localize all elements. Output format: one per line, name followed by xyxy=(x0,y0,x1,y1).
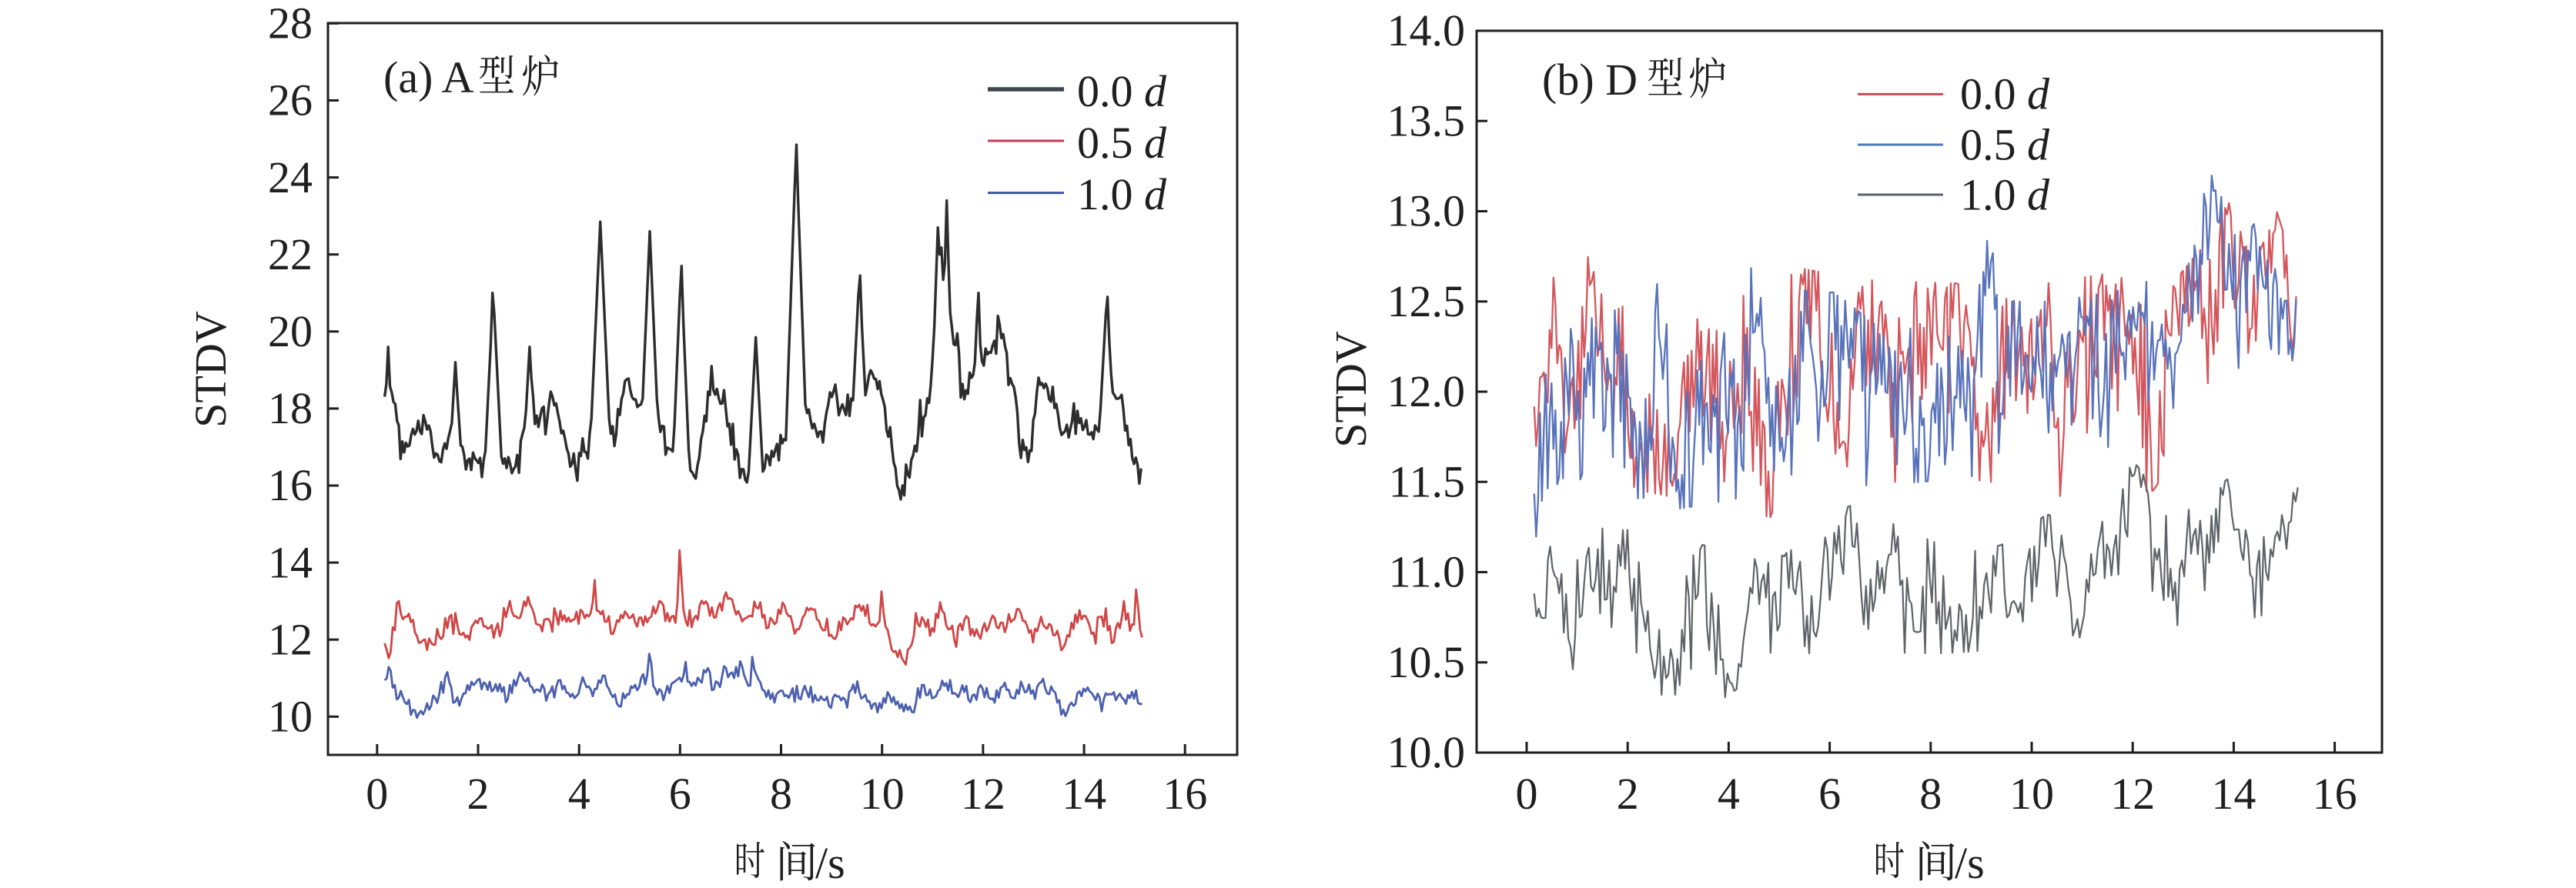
svg-text:(a) A: (a) A xyxy=(383,52,474,102)
svg-text:11.0: 11.0 xyxy=(1389,547,1465,597)
svg-text:16: 16 xyxy=(268,460,313,510)
svg-text:24: 24 xyxy=(268,152,313,202)
svg-text:10.5: 10.5 xyxy=(1387,637,1466,687)
svg-text:10.0: 10.0 xyxy=(1387,727,1466,777)
svg-text:(b) D: (b) D xyxy=(1542,55,1638,105)
svg-text:8: 8 xyxy=(1919,769,1942,819)
svg-text:0: 0 xyxy=(1516,769,1538,819)
svg-text:0: 0 xyxy=(366,769,388,819)
svg-text:18: 18 xyxy=(268,383,313,433)
svg-text:1.0 d: 1.0 d xyxy=(1960,170,2050,220)
svg-text:10: 10 xyxy=(860,769,905,819)
svg-text:0.5 d: 0.5 d xyxy=(1077,118,1167,168)
svg-text:12: 12 xyxy=(961,769,1005,819)
svg-text:6: 6 xyxy=(1818,769,1841,819)
svg-text:1.0 d: 1.0 d xyxy=(1077,169,1167,219)
svg-text:2: 2 xyxy=(467,769,490,819)
svg-text:4: 4 xyxy=(1718,769,1740,819)
svg-text:14: 14 xyxy=(2211,769,2256,819)
svg-text:/s: /s xyxy=(1955,838,1985,888)
svg-text:13.5: 13.5 xyxy=(1387,95,1466,145)
svg-text:STDV: STDV xyxy=(1326,331,1376,448)
svg-text:13.0: 13.0 xyxy=(1387,186,1466,236)
svg-text:16: 16 xyxy=(2313,769,2357,819)
svg-text:10: 10 xyxy=(268,692,313,742)
svg-text:2: 2 xyxy=(1617,769,1639,819)
svg-text:20: 20 xyxy=(268,306,313,356)
svg-text:28: 28 xyxy=(268,0,313,48)
svg-text:14: 14 xyxy=(268,537,313,587)
svg-text:0.0 d: 0.0 d xyxy=(1077,66,1167,116)
svg-text:26: 26 xyxy=(268,75,313,125)
svg-text:8: 8 xyxy=(770,769,792,819)
svg-text:12.5: 12.5 xyxy=(1387,276,1466,326)
svg-text:22: 22 xyxy=(268,229,313,279)
svg-text:/s: /s xyxy=(815,838,845,888)
svg-text:10: 10 xyxy=(2009,769,2054,819)
svg-text:0.0 d: 0.0 d xyxy=(1960,69,2050,119)
svg-text:STDV: STDV xyxy=(186,311,236,428)
svg-text:6: 6 xyxy=(669,769,691,819)
svg-text:12.0: 12.0 xyxy=(1387,366,1466,416)
svg-text:16: 16 xyxy=(1163,769,1207,819)
svg-text:14.0: 14.0 xyxy=(1387,5,1466,55)
svg-text:14: 14 xyxy=(1062,769,1106,819)
svg-text:11.5: 11.5 xyxy=(1389,457,1465,507)
svg-text:0.5 d: 0.5 d xyxy=(1960,120,2050,170)
svg-text:4: 4 xyxy=(568,769,590,819)
svg-text:12: 12 xyxy=(2110,769,2155,819)
svg-text:12: 12 xyxy=(268,614,313,664)
